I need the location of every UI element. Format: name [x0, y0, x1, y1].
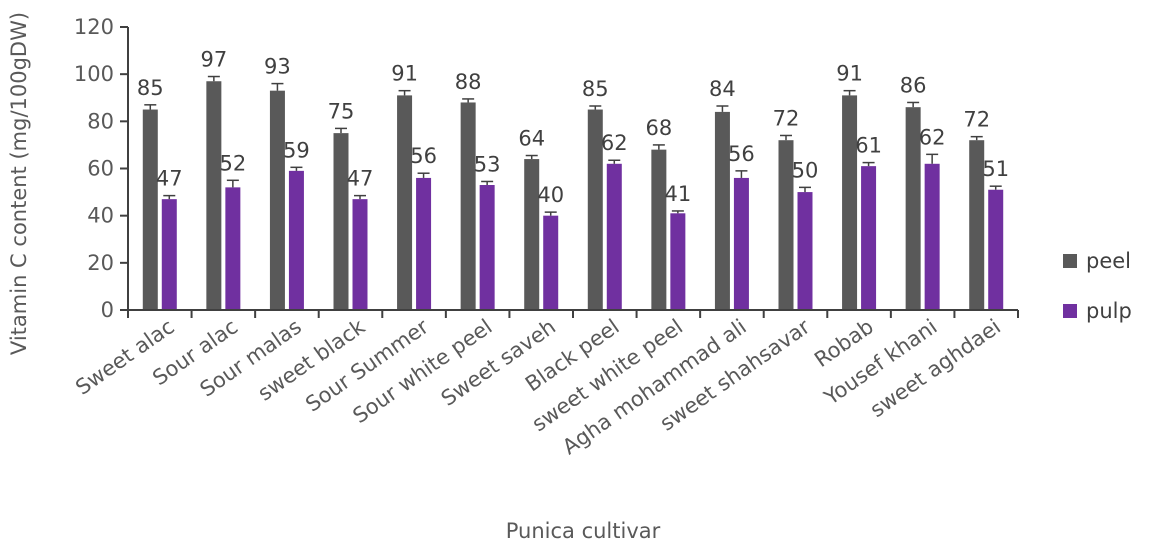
legend-label-pulp: pulp — [1086, 299, 1132, 323]
bar-pulp — [733, 177, 749, 310]
bar-pulp — [861, 166, 877, 310]
x-axis-title: Punica cultivar — [506, 519, 661, 543]
bar-pulp — [797, 192, 813, 310]
data-label-pulp: 51 — [982, 157, 1009, 181]
data-label-peel: 91 — [836, 62, 863, 86]
data-label-pulp: 53 — [474, 152, 501, 176]
y-axis-title: Vitamin C content (mg/100gDW) — [7, 12, 31, 355]
bar-pulp — [416, 177, 432, 310]
bar-peel — [524, 159, 540, 310]
bar-peel — [714, 111, 730, 311]
bar-peel — [905, 107, 921, 310]
bar-peel — [333, 133, 349, 310]
bar-pulp — [543, 215, 559, 310]
bar-peel — [460, 102, 476, 310]
bar-pulp — [606, 163, 622, 310]
bar-peel — [142, 109, 158, 311]
data-label-peel: 97 — [200, 48, 227, 72]
y-axis-ticks: 0 20 40 60 80 100 120 — [74, 15, 128, 322]
bar-peel — [269, 90, 285, 310]
bar-pulp — [225, 187, 241, 310]
y-tick-label: 0 — [101, 298, 114, 322]
bar-pulp — [479, 185, 495, 310]
y-tick-label: 20 — [87, 251, 114, 275]
bar-pulp — [161, 199, 177, 310]
bar-peel — [651, 149, 667, 310]
data-label-pulp: 62 — [919, 125, 946, 149]
data-label-pulp: 59 — [283, 138, 310, 162]
y-tick-label: 60 — [87, 157, 114, 181]
error-bars-group — [144, 75, 1002, 216]
bars-group — [142, 81, 1004, 311]
data-label-pulp: 61 — [855, 134, 882, 158]
data-label-pulp: 56 — [728, 142, 755, 166]
bar-peel — [206, 81, 222, 310]
data-label-peel: 68 — [645, 116, 672, 140]
bar-pulp — [670, 213, 686, 310]
legend: peel pulp — [1063, 249, 1132, 323]
bar-peel — [778, 140, 794, 310]
data-label-peel: 91 — [391, 62, 418, 86]
data-label-pulp: 56 — [410, 144, 437, 168]
y-tick-label: 80 — [87, 109, 114, 133]
data-label-peel: 64 — [518, 127, 545, 151]
bar-peel — [842, 95, 858, 311]
data-label-peel: 88 — [455, 70, 482, 94]
legend-swatch-pulp — [1063, 304, 1077, 318]
bar-pulp — [988, 189, 1004, 310]
bar-pulp — [288, 170, 304, 310]
data-label-peel: 84 — [709, 77, 736, 101]
data-label-pulp: 47 — [347, 167, 374, 191]
legend-label-peel: peel — [1086, 249, 1131, 273]
y-tick-label: 120 — [74, 15, 114, 39]
data-label-pulp: 62 — [601, 131, 628, 155]
data-label-peel: 72 — [773, 106, 800, 130]
data-label-peel: 75 — [328, 99, 355, 123]
data-label-peel: 85 — [582, 77, 609, 101]
bar-peel — [587, 109, 603, 311]
data-label-pulp: 52 — [219, 151, 246, 175]
data-label-pulp: 47 — [156, 167, 183, 191]
bar-peel — [969, 140, 985, 310]
bar-pulp — [352, 199, 368, 310]
data-label-pulp: 50 — [792, 158, 819, 182]
data-labels-group: 85 97 93 75 91 88 64 85 68 84 72 91 86 72 47 52 59 47 56 53… — [137, 48, 1009, 208]
y-tick-label: 100 — [74, 62, 114, 86]
bar-pulp — [924, 163, 940, 310]
bar-peel — [397, 95, 413, 311]
data-label-pulp: 40 — [537, 183, 564, 207]
data-label-peel: 72 — [963, 108, 990, 132]
data-label-peel: 85 — [137, 76, 164, 100]
data-label-peel: 86 — [900, 73, 927, 97]
data-label-peel: 93 — [264, 55, 291, 79]
legend-swatch-peel — [1063, 254, 1077, 268]
y-tick-label: 40 — [87, 204, 114, 228]
data-label-pulp: 41 — [664, 182, 691, 206]
